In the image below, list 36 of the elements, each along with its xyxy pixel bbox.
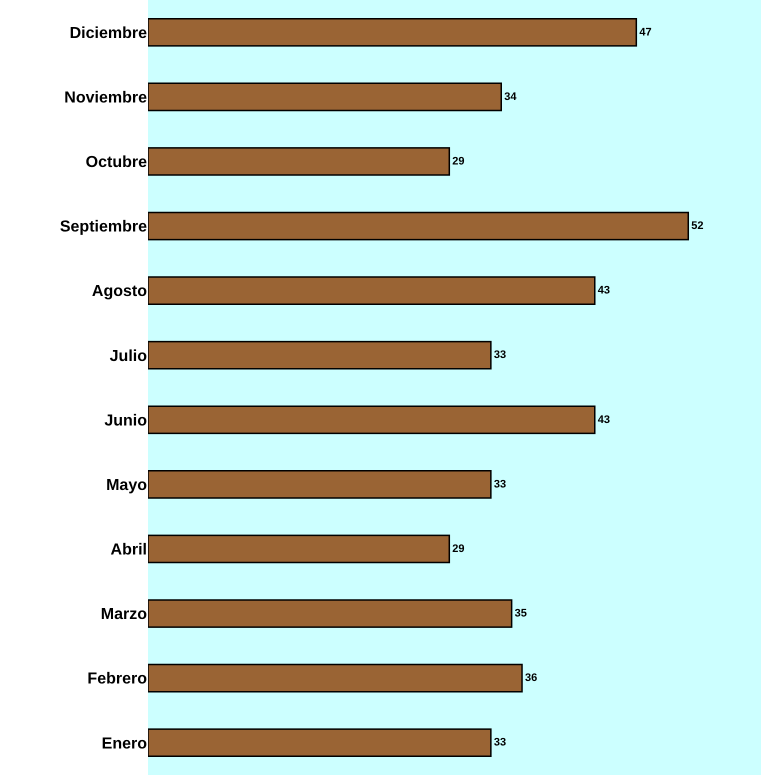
y-tick-label: Agosto (92, 283, 148, 300)
bar (148, 276, 596, 305)
bar (148, 18, 638, 47)
y-tick-label: Noviembre (64, 89, 148, 106)
y-tick-label: Marzo (100, 606, 148, 624)
data-label: 29 (452, 155, 465, 168)
data-label: 29 (452, 542, 465, 555)
bar (148, 599, 512, 628)
data-label: 47 (639, 26, 652, 38)
y-tick-label: Enero (102, 735, 148, 752)
y-tick-label: Mayo (106, 476, 148, 494)
data-label: 33 (494, 736, 506, 749)
data-label: 34 (504, 90, 518, 103)
y-tick-label: Febrero (87, 670, 148, 688)
bar (148, 212, 690, 240)
data-label: 33 (494, 478, 506, 490)
bar (148, 82, 502, 112)
data-label: 43 (598, 284, 610, 297)
data-label: 33 (494, 349, 506, 362)
data-label: 43 (598, 414, 610, 426)
data-label: 52 (691, 220, 704, 232)
y-tick-label: Abril (110, 542, 147, 559)
bar (148, 728, 492, 758)
bar (148, 534, 450, 564)
bar (148, 147, 450, 176)
y-tick-label: Octubre (86, 154, 148, 172)
y-tick-label: Diciembre (70, 24, 148, 42)
y-tick-label: Junio (104, 412, 148, 430)
bar (148, 664, 523, 692)
bar (148, 470, 492, 499)
bar (148, 405, 596, 434)
data-label: 36 (525, 672, 538, 684)
bar (148, 340, 492, 370)
y-tick-label: Septiembre (60, 218, 148, 236)
y-tick-label: Julio (110, 348, 148, 365)
data-label: 35 (514, 608, 527, 620)
